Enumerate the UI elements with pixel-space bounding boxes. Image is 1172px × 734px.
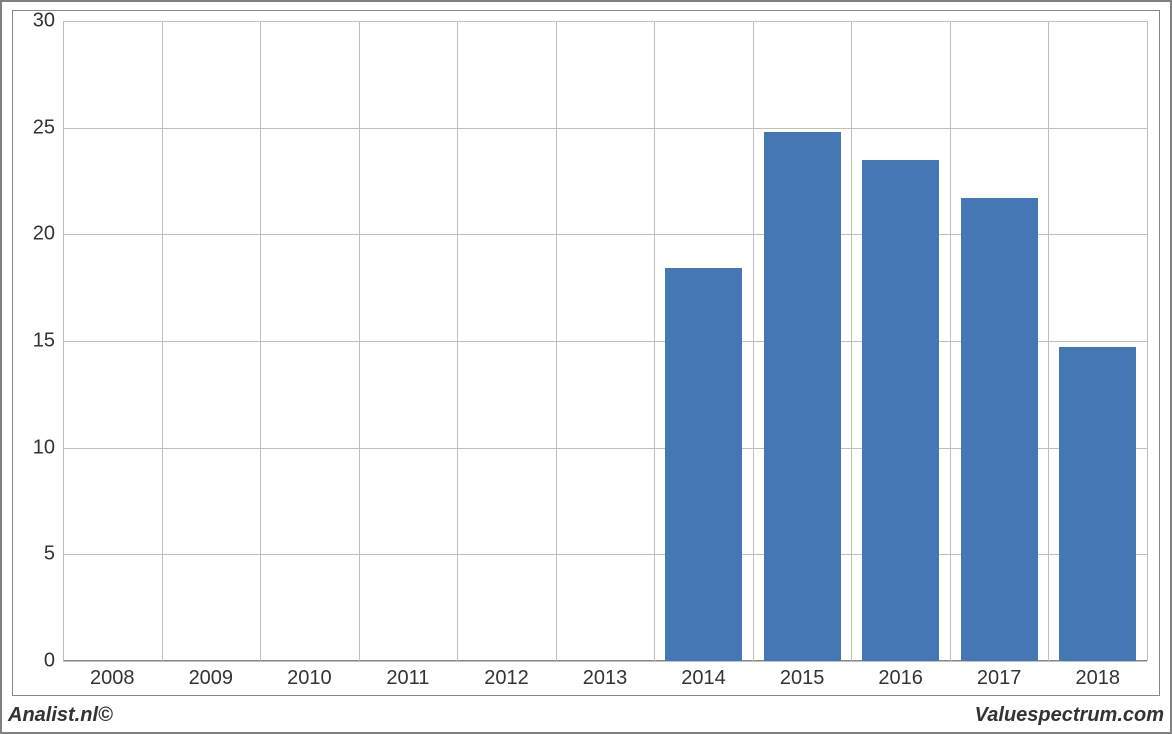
y-axis-tick-label: 0 <box>44 650 63 673</box>
chart-bar <box>862 160 939 661</box>
x-axis-tick-label: 2010 <box>287 661 332 690</box>
grid-line-horizontal <box>63 128 1147 129</box>
footer-left-label: Analist.nl© <box>8 704 113 727</box>
chart-outer-frame: 0 5 10 15 20 25 30 2008 2009 2010 2011 2012 2013 2014… <box>0 0 1172 734</box>
grid-line-vertical <box>1048 21 1049 661</box>
grid-line-vertical <box>63 21 64 661</box>
x-axis-tick-label: 2017 <box>977 661 1022 690</box>
y-axis-tick-label: 5 <box>44 543 63 566</box>
grid-line-vertical <box>654 21 655 661</box>
x-axis-tick-label: 2012 <box>484 661 529 690</box>
chart-bar <box>665 268 742 661</box>
chart-bar <box>764 132 841 661</box>
x-axis-tick-label: 2014 <box>681 661 726 690</box>
x-axis-tick-label: 2008 <box>90 661 135 690</box>
y-axis-tick-label: 15 <box>33 330 63 353</box>
grid-line-vertical <box>556 21 557 661</box>
x-axis-tick-label: 2011 <box>386 661 429 690</box>
x-axis-tick-label: 2016 <box>878 661 923 690</box>
plot-area: 0510152025302008200920102011201220132014… <box>63 21 1147 661</box>
chart-container: 0 5 10 15 20 25 30 2008 2009 2010 2011 2012 2013 2014… <box>12 10 1160 696</box>
chart-bar <box>1059 347 1136 661</box>
x-axis-tick-label: 2018 <box>1075 661 1120 690</box>
grid-line-vertical <box>950 21 951 661</box>
x-axis-tick-label: 2009 <box>189 661 234 690</box>
y-axis-tick-label: 10 <box>33 436 63 459</box>
grid-line-vertical <box>260 21 261 661</box>
y-axis-tick-label: 20 <box>33 223 63 246</box>
grid-line-horizontal <box>63 21 1147 22</box>
x-axis-tick-label: 2013 <box>583 661 628 690</box>
y-axis-tick-label: 30 <box>33 10 63 33</box>
grid-line-vertical <box>1147 21 1148 661</box>
grid-line-vertical <box>162 21 163 661</box>
x-axis-tick-label: 2015 <box>780 661 825 690</box>
footer-right-label: Valuespectrum.com <box>975 704 1164 727</box>
grid-line-vertical <box>851 21 852 661</box>
chart-bar <box>961 198 1038 661</box>
y-axis-tick-label: 25 <box>33 116 63 139</box>
grid-line-vertical <box>753 21 754 661</box>
grid-line-vertical <box>359 21 360 661</box>
grid-line-vertical <box>457 21 458 661</box>
chart-footer: Analist.nl© Valuespectrum.com <box>8 702 1164 728</box>
